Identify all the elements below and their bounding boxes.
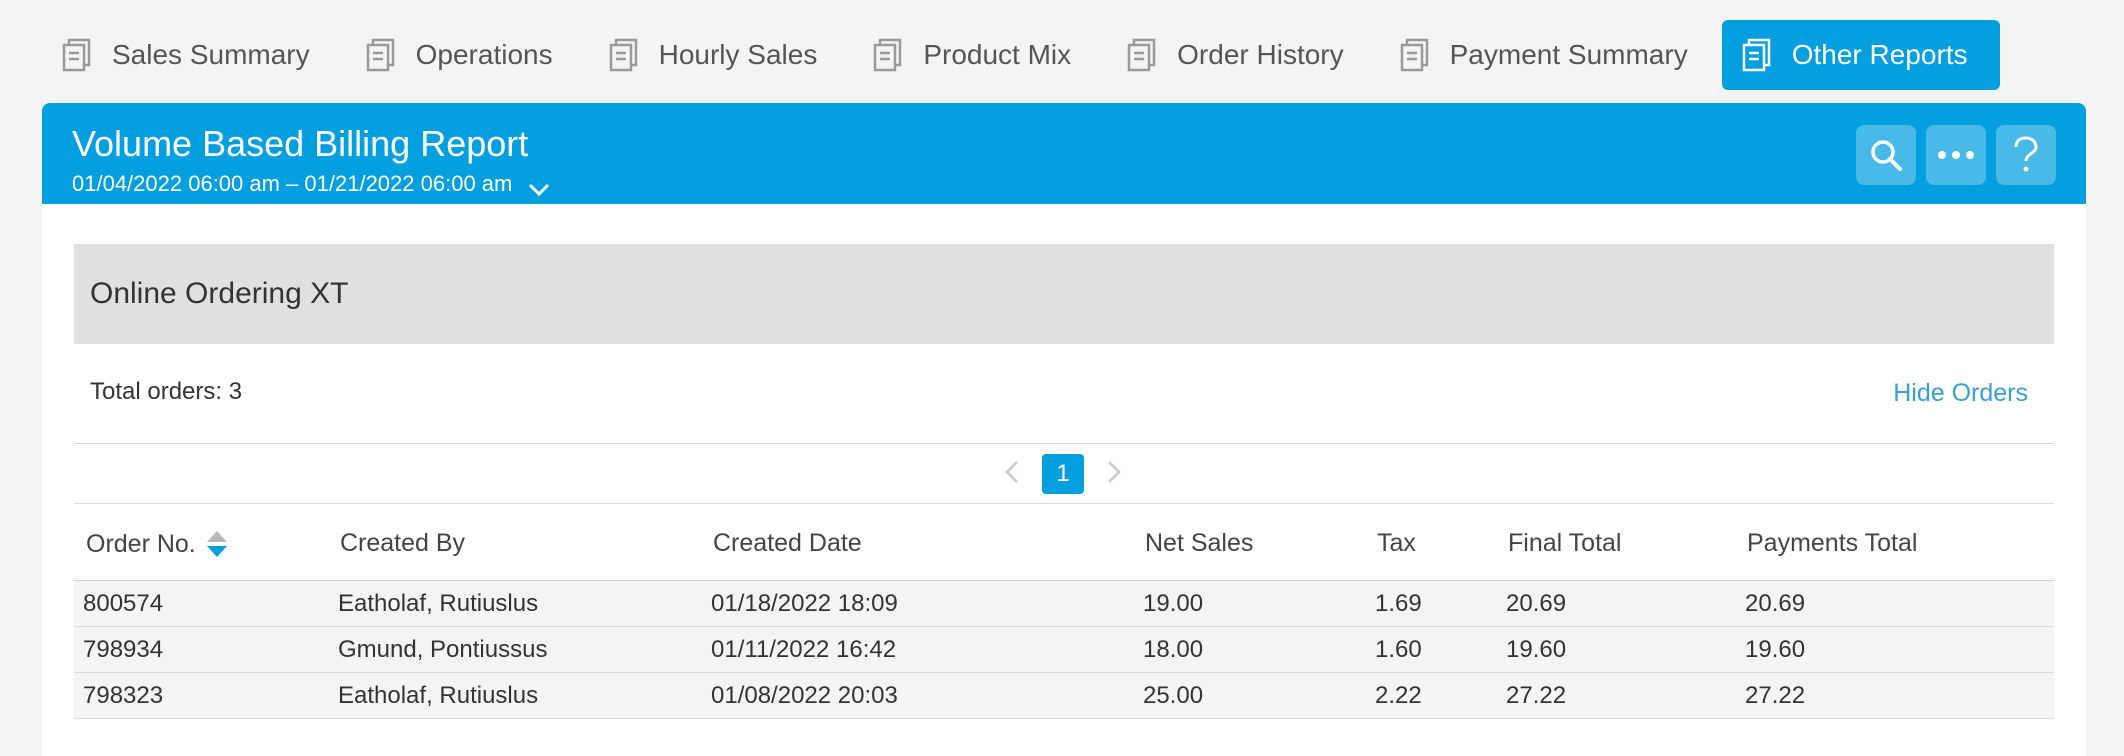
cell-final-total: 27.22	[1506, 682, 1567, 709]
prev-page-button[interactable]	[992, 454, 1032, 494]
report-icon	[60, 37, 96, 73]
report-panel: Volume Based Billing Report 01/04/2022 0…	[42, 103, 2086, 756]
report-tabs: Sales Summary Operations Hourly Sales Pr…	[40, 20, 2010, 90]
total-orders: Total orders: 3	[90, 378, 243, 405]
column-label: Net Sales	[1145, 529, 1254, 557]
column-label: Created By	[340, 529, 466, 557]
column-tax[interactable]: Tax	[1377, 529, 1416, 558]
report-icon	[607, 37, 643, 73]
table-row[interactable]: 798323 Eatholaf, Rutiuslus 01/08/2022 20…	[74, 673, 2054, 719]
column-label: Final Total	[1508, 529, 1622, 557]
tab-sales-summary[interactable]: Sales Summary	[40, 20, 334, 90]
cell-created-date: 01/08/2022 20:03	[711, 682, 898, 709]
tab-label: Product Mix	[923, 39, 1072, 70]
cell-final-total: 19.60	[1506, 636, 1567, 663]
cell-final-total: 20.69	[1506, 590, 1567, 617]
table-header: Order No. Created By Created Date Net Sa…	[74, 503, 2054, 581]
report-icon	[871, 37, 907, 73]
date-range-selector[interactable]: 01/04/2022 06:00 am – 01/21/2022 06:00 a…	[72, 171, 550, 197]
hide-orders-link[interactable]: Hide Orders	[1893, 379, 2028, 407]
section-header: Online Ordering XT	[74, 244, 2054, 344]
tab-label: Hourly Sales	[658, 39, 818, 70]
cell-created-date: 01/18/2022 18:09	[711, 590, 898, 617]
orders-table: Order No. Created By Created Date Net Sa…	[74, 503, 2054, 719]
section-title: Online Ordering XT	[90, 277, 349, 310]
column-created-date[interactable]: Created Date	[713, 529, 862, 558]
column-order-no[interactable]: Order No.	[86, 529, 228, 559]
column-final-total[interactable]: Final Total	[1508, 529, 1622, 558]
pagination: 1	[992, 453, 1134, 495]
cell-tax: 1.69	[1375, 590, 1422, 617]
tab-label: Order History	[1177, 39, 1344, 70]
column-payments-total[interactable]: Payments Total	[1747, 529, 1917, 558]
report-icon	[1740, 37, 1776, 73]
column-label: Tax	[1377, 529, 1416, 557]
tab-other-reports[interactable]: Other Reports	[1721, 20, 2000, 90]
next-page-button[interactable]	[1094, 454, 1134, 494]
divider	[74, 503, 2054, 504]
help-icon	[2013, 136, 2039, 174]
cell-payments-total: 27.22	[1745, 682, 1806, 709]
cell-created-by: Eatholaf, Rutiuslus	[338, 590, 539, 617]
cell-order-no: 798934	[83, 636, 164, 663]
tab-label: Payment Summary	[1449, 39, 1688, 70]
cell-created-date: 01/11/2022 16:42	[711, 636, 897, 663]
cell-created-by: Eatholaf, Rutiuslus	[338, 682, 539, 709]
page-number-button[interactable]: 1	[1042, 454, 1084, 494]
more-button[interactable]	[1926, 125, 1986, 185]
report-icon	[364, 37, 400, 73]
cell-tax: 2.22	[1375, 682, 1422, 709]
report-icon	[1398, 37, 1434, 73]
cell-order-no: 798323	[83, 682, 164, 709]
cell-net-sales: 19.00	[1143, 590, 1204, 617]
table-row[interactable]: 800574 Eatholaf, Rutiuslus 01/18/2022 18…	[74, 581, 2054, 627]
column-created-by[interactable]: Created By	[340, 529, 465, 558]
chevron-right-icon	[1107, 460, 1121, 489]
cell-payments-total: 20.69	[1745, 590, 1806, 617]
divider	[74, 443, 2054, 444]
search-icon	[1869, 138, 1903, 172]
chevron-down-icon	[528, 177, 550, 197]
column-label: Order No.	[86, 529, 196, 558]
header-actions	[1846, 125, 2056, 185]
chevron-left-icon	[1005, 460, 1019, 489]
sort-icon	[206, 529, 228, 559]
cell-net-sales: 25.00	[1143, 682, 1204, 709]
help-button[interactable]	[1996, 125, 2056, 185]
tab-label: Sales Summary	[112, 39, 310, 70]
tab-label: Operations	[415, 39, 553, 70]
tab-label: Other Reports	[1791, 39, 1968, 70]
report-header: Volume Based Billing Report 01/04/2022 0…	[42, 103, 2086, 204]
report-icon	[1125, 37, 1161, 73]
search-button[interactable]	[1856, 125, 1916, 185]
cell-created-by: Gmund, Pontiussus	[338, 636, 548, 663]
cell-order-no: 800574	[83, 590, 164, 617]
column-label: Created Date	[713, 529, 862, 557]
cell-net-sales: 18.00	[1143, 636, 1204, 663]
cell-payments-total: 19.60	[1745, 636, 1806, 663]
cell-tax: 1.60	[1375, 636, 1422, 663]
column-label: Payments Total	[1747, 529, 1918, 557]
date-range-text: 01/04/2022 06:00 am – 01/21/2022 06:00 a…	[72, 171, 513, 196]
column-net-sales[interactable]: Net Sales	[1145, 529, 1253, 558]
tab-operations[interactable]: Operations	[344, 20, 577, 90]
tab-hourly-sales[interactable]: Hourly Sales	[587, 20, 842, 90]
more-icon	[1936, 150, 1976, 160]
tab-payment-summary[interactable]: Payment Summary	[1378, 20, 1712, 90]
report-title: Volume Based Billing Report	[72, 123, 529, 164]
tab-product-mix[interactable]: Product Mix	[851, 20, 1095, 90]
table-row[interactable]: 798934 Gmund, Pontiussus 01/11/2022 16:4…	[74, 627, 2054, 673]
tab-order-history[interactable]: Order History	[1105, 20, 1367, 90]
